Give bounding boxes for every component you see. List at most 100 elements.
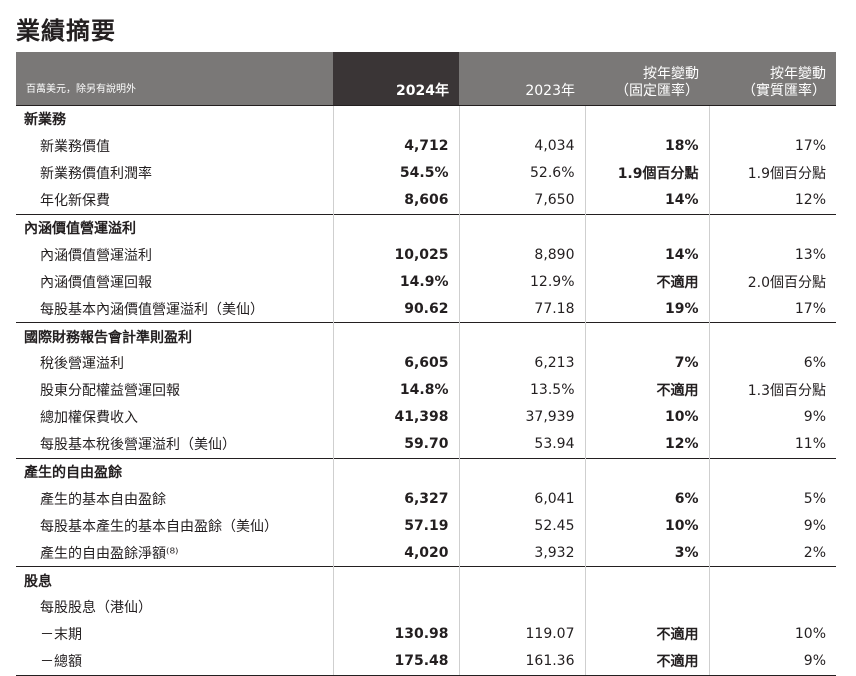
value-2023: 8,890 <box>458 241 585 269</box>
value-2023: 53.94 <box>458 430 585 459</box>
table-body: 新業務 新業務價值 4,712 4,034 18% 17% 新業務價值利潤率 54.5% 52.… <box>16 104 836 676</box>
value-2024: 41,398 <box>332 403 459 431</box>
section-title: 產生的自由盈餘 <box>16 457 333 486</box>
value-2024: 14.9% <box>332 268 459 296</box>
value-2024: 8,606 <box>332 186 459 215</box>
table-row: 內涵價值營運回報 14.9% 12.9% 不適用 2.0個百分點 <box>16 268 836 296</box>
table-row: 每股基本稅後營運溢利（美仙） 59.70 53.94 12% 11% <box>16 430 836 459</box>
change-fixed-rate: 18% <box>584 132 709 160</box>
change-fixed-rate: 10% <box>584 403 709 431</box>
value-2023: 161.36 <box>458 647 585 676</box>
value-2023: 12.9% <box>458 268 585 296</box>
section-title: 股息 <box>16 566 333 595</box>
change-actual-rate: 2.0個百分點 <box>708 268 836 296</box>
value-2024: 6,327 <box>332 485 459 513</box>
change-fixed-rate: 12% <box>584 430 709 459</box>
value-2023: 52.6% <box>458 159 585 187</box>
value-2024: 90.62 <box>332 295 459 323</box>
table-row: 總加權保費收入 41,398 37,939 10% 9% <box>16 403 836 431</box>
section-header-row: 新業務 <box>16 104 836 133</box>
value-2023: 6,041 <box>458 485 585 513</box>
header-change-fixed-line2: （固定匯率） <box>615 83 699 99</box>
row-label: 總加權保費收入 <box>40 410 138 427</box>
change-fixed-rate: 6% <box>584 485 709 513</box>
change-fixed-rate: 10% <box>584 512 709 540</box>
change-actual-rate: 17% <box>708 132 836 160</box>
change-actual-rate: 13% <box>708 241 836 269</box>
section-empty-cell <box>458 457 585 486</box>
value-2023: 119.07 <box>458 620 585 648</box>
section-header-row: 產生的自由盈餘 <box>16 457 836 486</box>
value-2024: 130.98 <box>332 620 459 648</box>
header-change-fixed-line1: 按年變動 <box>643 66 699 82</box>
table-row: －末期 130.98 119.07 不適用 10% <box>16 620 836 648</box>
section-empty-cell <box>458 104 585 133</box>
change-fixed-rate: 1.9個百分點 <box>584 159 709 187</box>
table-row: 年化新保費 8,606 7,650 14% 12% <box>16 186 836 215</box>
row-label: 每股基本產生的基本自由盈餘（美仙） <box>40 518 278 535</box>
row-label: 稅後營運溢利 <box>40 356 124 373</box>
value-2023: 4,034 <box>458 132 585 160</box>
change-actual-rate <box>708 594 836 621</box>
section-empty-cell <box>708 104 836 133</box>
value-2023: 13.5% <box>458 376 585 404</box>
row-label: 產生的基本自由盈餘 <box>40 491 166 508</box>
row-label: －末期 <box>40 627 82 644</box>
section-header-row: 國際財務報告會計準則盈利 <box>16 322 836 351</box>
header-change-actual-line2: （實質匯率） <box>742 83 826 99</box>
table-row: 產生的自由盈餘淨額⁽⁸⁾ 4,020 3,932 3% 2% <box>16 539 836 567</box>
section-empty-cell <box>458 566 585 595</box>
value-2024: 54.5% <box>332 159 459 187</box>
value-2024: 10,025 <box>332 241 459 269</box>
value-2024 <box>332 594 459 621</box>
value-2023: 77.18 <box>458 295 585 323</box>
section-empty-cell <box>458 322 585 351</box>
header-units-label: 百萬美元，除另有說明外 <box>16 52 333 106</box>
section-empty-cell <box>708 213 836 242</box>
table-row: 每股基本內涵價值營運溢利（美仙） 90.62 77.18 19% 17% <box>16 295 836 323</box>
section-header-row: 內涵價值營運溢利 <box>16 213 836 242</box>
change-fixed-rate: 7% <box>584 350 709 377</box>
value-2023: 7,650 <box>458 186 585 215</box>
header-2023: 2023年 <box>459 52 585 106</box>
row-label: 新業務價值 <box>40 139 110 156</box>
value-2024: 175.48 <box>332 647 459 676</box>
value-2024: 14.8% <box>332 376 459 404</box>
header-change-actual-line1: 按年變動 <box>770 66 826 82</box>
section-title: 國際財務報告會計準則盈利 <box>16 322 333 351</box>
table-row: 股東分配權益營運回報 14.8% 13.5% 不適用 1.3個百分點 <box>16 376 836 404</box>
change-fixed-rate: 不適用 <box>584 620 709 648</box>
page-title: 業績摘要 <box>16 17 116 45</box>
change-actual-rate: 12% <box>708 186 836 215</box>
value-2024: 6,605 <box>332 350 459 377</box>
section-empty-cell <box>458 213 585 242</box>
section-empty-cell <box>332 213 459 242</box>
section-title: 新業務 <box>16 104 333 133</box>
change-actual-rate: 5% <box>708 485 836 513</box>
table-header-row: 百萬美元，除另有說明外 2024年 2023年 按年變動 （固定匯率） 按年變動… <box>16 52 836 106</box>
value-2023 <box>458 594 585 621</box>
change-actual-rate: 9% <box>708 403 836 431</box>
header-change-actual: 按年變動 （實質匯率） <box>709 52 836 106</box>
row-label: 股東分配權益營運回報 <box>40 383 180 400</box>
section-title: 內涵價值營運溢利 <box>16 213 333 242</box>
change-actual-rate: 1.9個百分點 <box>708 159 836 187</box>
change-fixed-rate <box>584 594 709 621</box>
row-label: 產生的自由盈餘淨額⁽⁸⁾ <box>40 545 179 562</box>
row-label: 每股基本稅後營運溢利（美仙） <box>40 437 236 454</box>
change-fixed-rate: 不適用 <box>584 376 709 404</box>
change-actual-rate: 9% <box>708 647 836 676</box>
table-row: 新業務價值利潤率 54.5% 52.6% 1.9個百分點 1.9個百分點 <box>16 159 836 187</box>
change-actual-rate: 11% <box>708 430 836 459</box>
section-empty-cell <box>584 322 709 351</box>
section-empty-cell <box>332 566 459 595</box>
section-empty-cell <box>584 457 709 486</box>
change-fixed-rate: 不適用 <box>584 268 709 296</box>
row-label: －總額 <box>16 647 333 676</box>
change-fixed-rate: 不適用 <box>584 647 709 676</box>
section-empty-cell <box>708 322 836 351</box>
change-fixed-rate: 14% <box>584 186 709 215</box>
table-row: 新業務價值 4,712 4,034 18% 17% <box>16 132 836 160</box>
value-2023: 6,213 <box>458 350 585 377</box>
change-actual-rate: 6% <box>708 350 836 377</box>
